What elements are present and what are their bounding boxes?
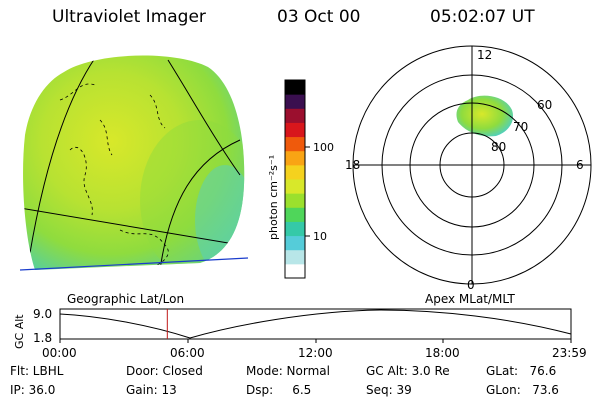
- colorbar-band: [285, 249, 305, 265]
- seq-info: Seq: 39: [366, 383, 412, 397]
- colorbar-band: [285, 136, 305, 152]
- colorbar-tick-10: 10: [313, 230, 327, 243]
- x-tick-label: 00:00: [42, 346, 77, 360]
- dsp-info: Dsp: 6.5: [246, 383, 312, 397]
- colorbar-band: [285, 122, 305, 138]
- mlt-label-18: 18: [345, 158, 360, 172]
- flt-info: Flt: LBHL: [10, 364, 64, 378]
- x-tick-label: 23:59: [552, 346, 587, 360]
- coastline: [119, 229, 169, 269]
- geo-label: Geographic Lat/Lon: [67, 292, 184, 306]
- instrument-title: Ultraviolet Imager: [52, 7, 206, 27]
- coastline: [149, 94, 166, 129]
- x-tick-label: 06:00: [170, 346, 205, 360]
- latitude-line: [23, 207, 241, 246]
- meridian-line: [27, 57, 96, 266]
- altitude-curve: [59, 309, 572, 339]
- polar-label: Apex MLat/MLT: [425, 292, 515, 306]
- glon-info: GLon: 73.6: [486, 383, 559, 397]
- coastline: [59, 83, 96, 101]
- colorbar-label: photon cm⁻²s⁻¹: [267, 155, 280, 240]
- geographic-image: [19, 55, 249, 271]
- colorbar-band: [285, 207, 305, 222]
- colorbar-band: [285, 235, 305, 251]
- colorbar-band: [285, 80, 305, 95]
- auroral-oval: [456, 95, 514, 137]
- lat-label-80: 80: [491, 140, 506, 154]
- time-label: 05:02:07 UT: [430, 7, 535, 27]
- colorbar-band: [285, 108, 305, 123]
- gain-info: Gain: 13: [126, 383, 177, 397]
- colorbar-band: [285, 94, 305, 109]
- mlt-label-0: 0: [467, 278, 475, 292]
- mlt-label-6: 6: [576, 158, 584, 172]
- colorbar-band: [285, 179, 305, 194]
- colorbar-band: [285, 221, 305, 237]
- coastline: [99, 119, 113, 156]
- lat-label-60: 60: [537, 98, 552, 112]
- meridian-line: [167, 59, 241, 176]
- latitude-circle: [159, 139, 241, 271]
- colorbar-band: [285, 164, 305, 180]
- ip-info: IP: 36.0: [10, 383, 56, 397]
- earth-disk: [23, 55, 245, 271]
- altitude-ytick-bottom: 1.8: [33, 331, 52, 345]
- mlt-label-12: 12: [477, 48, 492, 62]
- altitude-ylabel: GC Alt: [13, 314, 26, 349]
- x-tick-label: 12:00: [298, 346, 333, 360]
- polar-plot: [352, 45, 592, 285]
- date-label: 03 Oct 00: [277, 7, 361, 27]
- altitude-strip: [59, 308, 572, 343]
- x-tick-label: 18:00: [425, 346, 460, 360]
- colorbar-band: [285, 263, 305, 279]
- coastline: [69, 147, 93, 216]
- altitude-ytick-top: 9.0: [33, 307, 52, 321]
- colorbar-tick-100: 100: [313, 141, 334, 154]
- door-info: Door: Closed: [126, 364, 203, 378]
- mode-info: Mode: Normal: [246, 364, 330, 378]
- terminator-line: [19, 257, 249, 271]
- colorbar-band: [285, 150, 305, 166]
- gcalt-info: GC Alt: 3.0 Re: [366, 364, 450, 378]
- lat-label-70: 70: [513, 120, 528, 134]
- glat-info: GLat: 76.6: [486, 364, 557, 378]
- colorbar: 100 10 photon cm⁻²s⁻¹: [267, 79, 334, 279]
- colorbar-frame: [284, 79, 306, 279]
- colorbar-band: [285, 193, 305, 208]
